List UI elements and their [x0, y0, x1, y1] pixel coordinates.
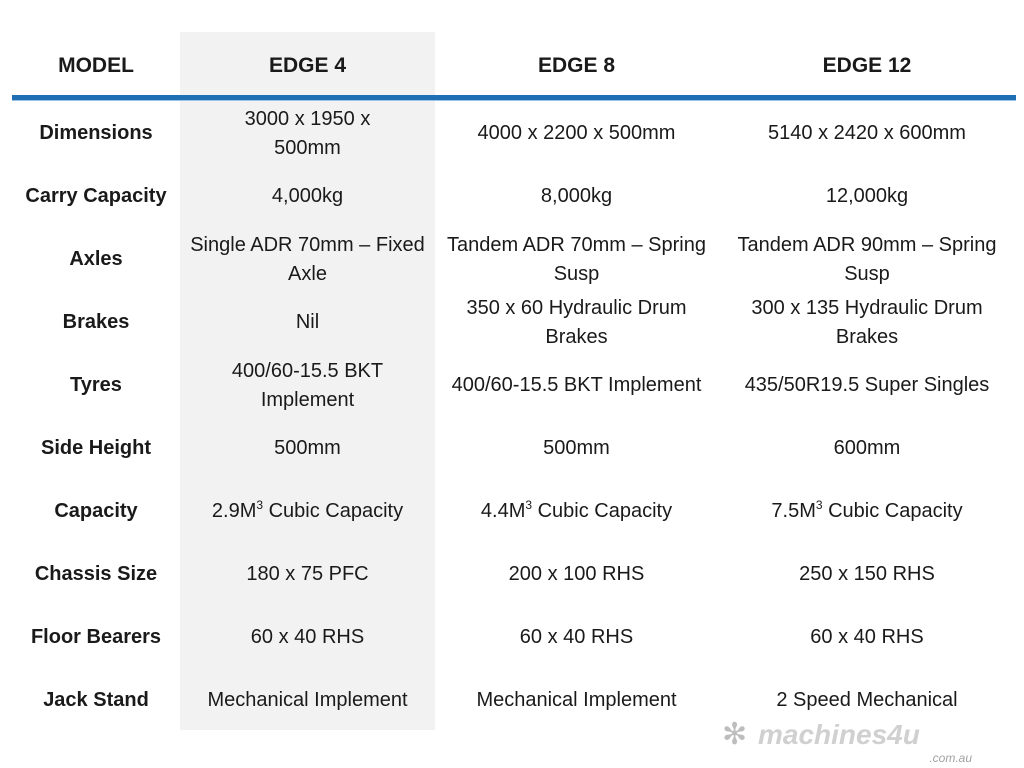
table-cell: Single ADR 70mm – Fixed Axle [190, 233, 425, 285]
table-cell: 8,000kg [540, 185, 613, 207]
capacity-post: Cubic Capacity [532, 500, 673, 522]
header-edge-4: EDGE 4 [268, 54, 347, 77]
row-label: Floor Bearers [30, 626, 162, 648]
capacity-sup: 3 [256, 498, 264, 512]
table-cell: 60 x 40 RHS [250, 626, 365, 648]
table-row: Chassis Size 180 x 75 PFC 200 x 100 RHS 250… [12, 543, 1016, 606]
capacity-post: Cubic Capacity [263, 500, 404, 522]
watermark-domain: .com.au [929, 751, 972, 765]
table-cell: 5140 x 2420 x 600mm [768, 122, 966, 144]
header-edge-12: EDGE 12 [822, 54, 912, 77]
capacity-post: Cubic Capacity [822, 500, 963, 522]
table-row: Tyres 400/60-15.5 BKT Implement 400/60-15.… [12, 354, 1016, 417]
capacity-pre: 7.5M [771, 500, 816, 522]
row-label: Tyres [70, 374, 122, 396]
table-row: Capacity 2.9M3 Cubic Capacity 4.4M3 Cubic … [12, 480, 1016, 543]
capacity-pre: 2.9M [211, 500, 257, 522]
table-cell: 500mm [274, 437, 341, 459]
table-row: Floor Bearers 60 x 40 RHS 60 x 40 RHS 60 x … [12, 606, 1016, 669]
row-label: Capacity [54, 500, 138, 522]
table-cell: 2 Speed Mechanical [776, 689, 958, 711]
snowflake-logo-icon: ✻ [722, 718, 748, 751]
capacity-sup: 3 [525, 498, 533, 512]
table-cell: 4.4M3 Cubic Capacity [435, 480, 718, 543]
table-cell: 400/60-15.5 BKT Implement [451, 374, 702, 396]
table-cell: 300 x 135 Hydraulic Drum Brakes [751, 296, 983, 348]
header-edge-8: EDGE 8 [537, 54, 616, 77]
table-cell: 400/60-15.5 BKT Implement [231, 359, 384, 411]
table-cell: 2.9M3 Cubic Capacity [180, 480, 435, 543]
table-cell: 3000 x 1950 x 500mm [244, 107, 371, 159]
table-cell: 7.5M3 Cubic Capacity [718, 480, 1016, 543]
edge4-column-highlight [180, 32, 435, 730]
table-cell: 60 x 40 RHS [810, 626, 924, 648]
table-cell: Mechanical Implement [207, 689, 408, 711]
table-cell: 250 x 150 RHS [799, 563, 935, 585]
table-cell: Tandem ADR 70mm – Spring Susp [446, 233, 706, 285]
capacity-value: 4.4M3 Cubic Capacity [481, 497, 672, 526]
table-cell: 4,000kg [271, 185, 344, 207]
table-cell: Nil [295, 311, 320, 333]
table-cell: Mechanical Implement [476, 689, 677, 711]
table-cell: 4000 x 2200 x 500mm [477, 122, 676, 144]
table-cell: 600mm [833, 437, 901, 459]
table-cell: 350 x 60 Hydraulic Drum Brakes [466, 296, 687, 348]
table-cell: 435/50R19.5 Super Singles [744, 374, 990, 396]
capacity-value: 7.5M3 Cubic Capacity [771, 497, 962, 526]
table-row: Jack Stand Mechanical Implement Mechanical… [12, 669, 1016, 732]
table-cell: 200 x 100 RHS [508, 563, 645, 585]
machines4u-watermark: ✻ machines4u .com.au [722, 720, 992, 768]
row-label: Jack Stand [43, 689, 149, 711]
row-label: Side Height [40, 437, 151, 459]
header-divider [12, 95, 1016, 101]
table-cell: 500mm [543, 437, 610, 459]
table-row: Axles Single ADR 70mm – Fixed Axle Tandem … [12, 228, 1016, 291]
table-row: Carry Capacity 4,000kg 8,000kg 12,000kg [12, 165, 1016, 228]
row-label: Brakes [62, 311, 130, 333]
capacity-sup: 3 [815, 498, 823, 512]
row-label: Chassis Size [34, 563, 158, 585]
table-row: Side Height 500mm 500mm 600mm [12, 417, 1016, 480]
row-label: Carry Capacity [25, 185, 167, 207]
header-model: MODEL [58, 54, 134, 77]
watermark-brand: machines4u [758, 719, 920, 750]
capacity-pre: 4.4M [480, 500, 526, 522]
table-row: Dimensions 3000 x 1950 x 500mm 4000 x 2200… [12, 102, 1016, 165]
capacity-value: 2.9M3 Cubic Capacity [212, 497, 403, 526]
row-label: Dimensions [39, 122, 153, 144]
table-row: Brakes Nil 350 x 60 Hydraulic Drum Brakes 3… [12, 291, 1016, 354]
table-cell: 180 x 75 PFC [246, 563, 369, 585]
table-cell: Tandem ADR 90mm – Spring Susp [737, 233, 997, 285]
row-label: Axles [69, 248, 123, 270]
table-cell: 12,000kg [825, 185, 909, 207]
table-cell: 60 x 40 RHS [519, 626, 634, 648]
